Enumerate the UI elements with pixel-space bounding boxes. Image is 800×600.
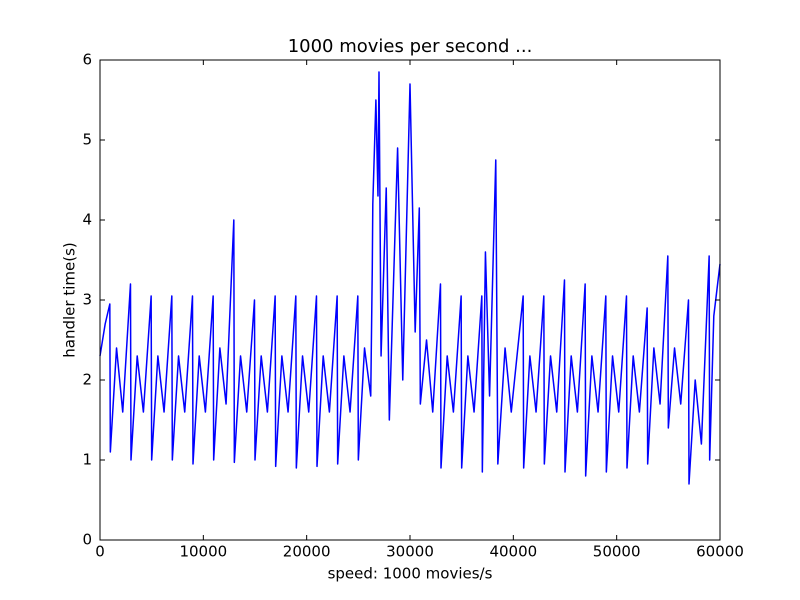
- data-line: [99, 71, 721, 485]
- y-tick-label: 6: [82, 51, 92, 69]
- x-tick-label: 0: [95, 543, 105, 561]
- y-tick-label: 3: [82, 291, 92, 309]
- y-tick-label: 2: [82, 371, 92, 389]
- y-tick-label: 4: [82, 211, 92, 229]
- chart-title: 1000 movies per second ...: [288, 36, 533, 57]
- x-tick-label: 30000: [386, 543, 434, 561]
- x-tick-label: 50000: [593, 543, 641, 561]
- plot-area: [99, 71, 721, 485]
- y-tick-label: 5: [82, 131, 92, 149]
- x-tick-label: 10000: [179, 543, 227, 561]
- y-tick-label: 1: [82, 451, 92, 469]
- x-tick-label: 60000: [696, 543, 744, 561]
- y-tick-label: 0: [82, 531, 92, 549]
- y-axis-label: handler time(s): [61, 242, 79, 357]
- x-axis-label: speed: 1000 movies/s: [328, 565, 493, 583]
- x-tick-label: 40000: [489, 543, 537, 561]
- x-tick-label: 20000: [283, 543, 331, 561]
